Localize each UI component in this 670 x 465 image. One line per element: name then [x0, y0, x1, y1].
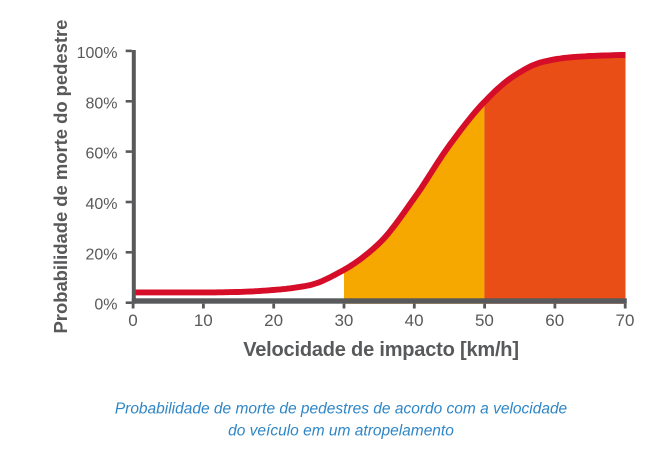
svg-text:60: 60: [545, 311, 564, 330]
svg-text:40: 40: [405, 311, 424, 330]
svg-text:0%: 0%: [94, 297, 117, 314]
svg-text:100%: 100%: [77, 45, 118, 62]
svg-text:50: 50: [475, 311, 494, 330]
svg-text:70: 70: [616, 311, 635, 330]
svg-text:Probabilidade de morte de pede: Probabilidade de morte de pedestres de a…: [115, 401, 568, 418]
svg-text:80%: 80%: [85, 95, 117, 112]
svg-text:Velocidade de impacto [km/h]: Velocidade de impacto [km/h]: [243, 339, 519, 361]
svg-text:Probabilidade de morte do pede: Probabilidade de morte do pedestre: [50, 20, 71, 334]
svg-text:60%: 60%: [85, 146, 117, 163]
svg-text:40%: 40%: [85, 196, 117, 213]
svg-text:20: 20: [264, 311, 283, 330]
svg-text:30: 30: [334, 311, 353, 330]
svg-text:10: 10: [194, 311, 213, 330]
svg-text:0: 0: [128, 311, 137, 330]
svg-text:20%: 20%: [85, 246, 117, 263]
svg-text:do veículo em um atropelamento: do veículo em um atropelamento: [228, 423, 454, 440]
